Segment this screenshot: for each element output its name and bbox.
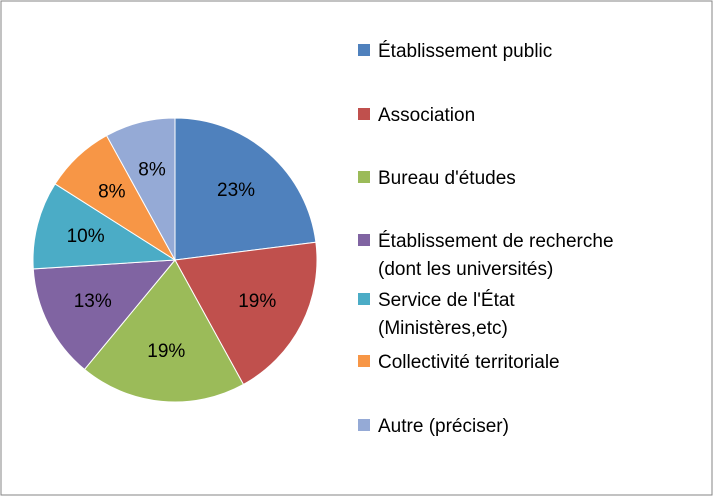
data-label: 19% xyxy=(147,341,185,362)
data-label: 19% xyxy=(238,291,276,312)
data-label: 10% xyxy=(67,226,105,247)
legend-label: Établissement public xyxy=(378,41,553,62)
pie-slice xyxy=(174,117,317,261)
legend-label: Établissement de recherche (dont les uni… xyxy=(378,231,614,280)
data-label: 8% xyxy=(138,160,166,181)
legend-swatch xyxy=(358,171,370,183)
legend-label: Collectivité territoriale xyxy=(378,352,560,373)
legend-entry: Bureau d'études xyxy=(358,165,643,193)
legend-entry: Établissement de recherche (dont les uni… xyxy=(358,228,643,284)
legend-swatch xyxy=(358,419,370,431)
legend-swatch xyxy=(358,44,370,56)
legend-entry: Service de l'État (Ministères,etc) xyxy=(358,287,643,343)
legend-label: Association xyxy=(378,105,476,126)
legend-label: Service de l'État (Ministères,etc) xyxy=(378,290,515,339)
pie-slice xyxy=(32,259,177,371)
legend-swatch xyxy=(358,234,370,246)
legend-swatch xyxy=(358,293,370,305)
legend-label: Bureau d'études xyxy=(378,168,516,189)
data-label: 8% xyxy=(98,182,126,203)
data-label: 23% xyxy=(217,180,255,201)
legend-entry: Établissement public xyxy=(358,38,643,66)
legend-entry: Association xyxy=(358,102,643,130)
pie-slice xyxy=(32,183,177,270)
pie-slice xyxy=(105,117,176,261)
legend-entry: Collectivité territoriale xyxy=(358,349,643,377)
pie-slice xyxy=(174,241,318,386)
legend-swatch xyxy=(358,108,370,120)
legend-entry: Autre (préciser) xyxy=(358,413,643,441)
pie-slice xyxy=(83,259,245,403)
legend-label: Autre (préciser) xyxy=(378,416,509,437)
data-label: 13% xyxy=(74,291,112,312)
legend-swatch xyxy=(358,355,370,367)
